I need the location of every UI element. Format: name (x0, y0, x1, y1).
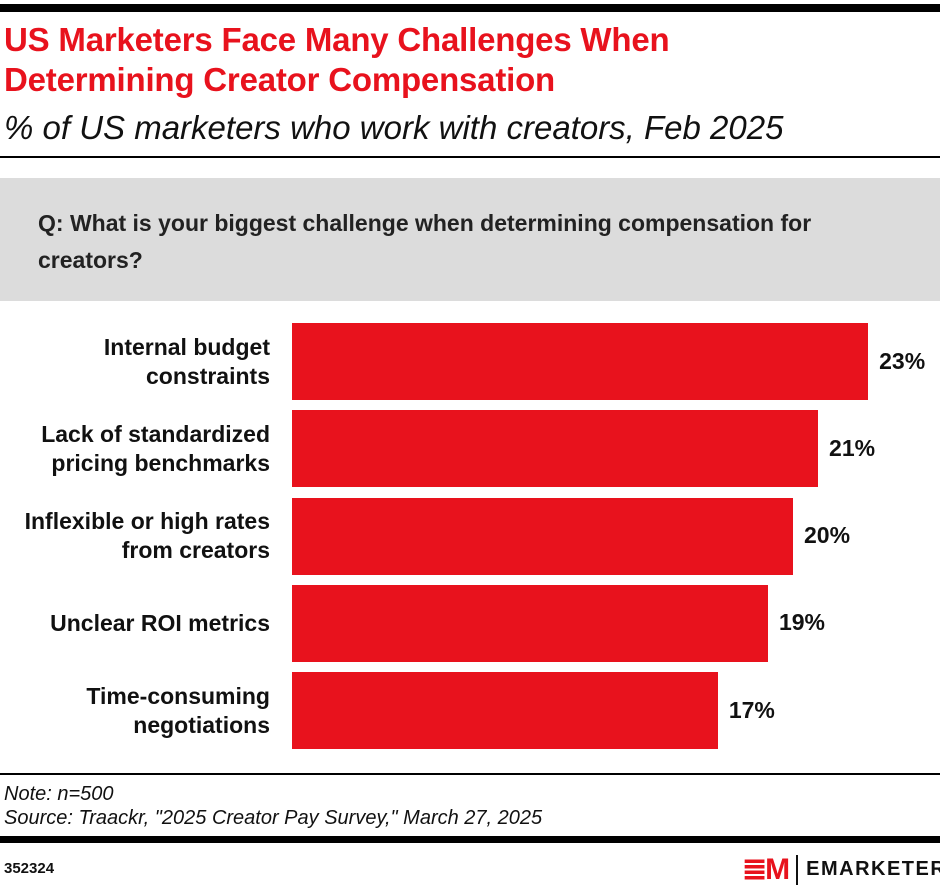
logo-mark: ≣M (742, 853, 790, 886)
title-line-2: Determining Creator Compensation (4, 61, 556, 98)
question-text: Q: What is your biggest challenge when d… (38, 210, 812, 273)
chart-subtitle: % of US marketers who work with creators… (4, 109, 784, 146)
divider (0, 156, 940, 158)
bar (292, 584, 768, 662)
emarketer-logo: ≣M EMARKETER (742, 852, 940, 887)
value-label: 23% (879, 347, 926, 374)
category-label: Inflexible or high rates from creators (0, 507, 270, 565)
category-label: Lack of standardized pricing benchmarks (0, 420, 270, 478)
source: Source: Traackr, "2025 Creator Pay Surve… (4, 807, 543, 829)
bottom-bar (0, 836, 940, 843)
category-label-line: negotiations (133, 711, 270, 738)
value-label: 21% (829, 434, 876, 461)
value-label: 20% (804, 522, 851, 549)
category-label: Unclear ROI metrics (0, 609, 270, 638)
value-label: 17% (728, 696, 775, 723)
category-label-line: Lack of standardized (41, 420, 270, 447)
category-label-line: pricing benchmarks (51, 449, 270, 476)
question-box: Q: What is your biggest challenge when d… (0, 178, 940, 301)
category-label-line: Time-consuming (86, 682, 270, 709)
value-label: 19% (778, 609, 825, 636)
chart-title: US Marketers Face Many Challenges When D… (4, 20, 670, 100)
divider (0, 773, 940, 775)
note: Note: n=500 (4, 783, 114, 805)
logo-word: EMARKETER (806, 858, 940, 880)
logo-separator (796, 854, 799, 885)
category-label: Time-consuming negotiations (0, 682, 270, 740)
title-line-1: US Marketers Face Many Challenges When (4, 21, 670, 58)
bar (292, 323, 869, 400)
bar (292, 497, 793, 575)
category-label-line: from creators (121, 537, 270, 564)
category-label-line: Inflexible or high rates (24, 508, 270, 535)
top-bar (0, 4, 940, 12)
chart-id: 352324 (4, 860, 55, 877)
bar (292, 672, 718, 750)
bar (292, 410, 819, 488)
category-label: Internal budget constraints (0, 333, 270, 391)
category-label-line: Unclear ROI metrics (50, 609, 270, 636)
category-label-line: Internal budget (103, 333, 270, 360)
category-label-line: constraints (146, 362, 270, 389)
